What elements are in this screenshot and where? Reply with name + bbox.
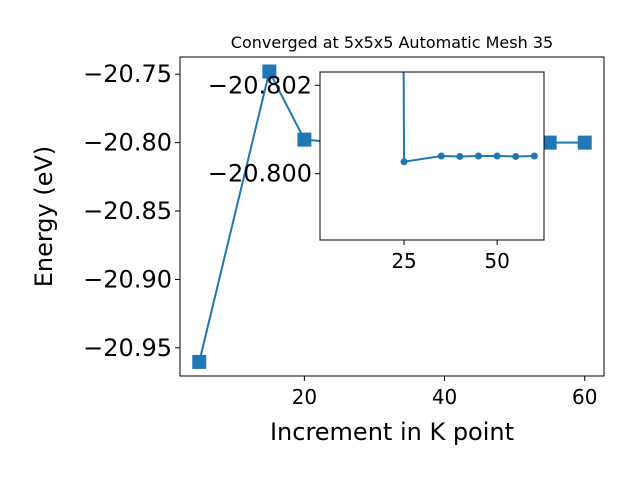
y-tick-label: −20.802	[208, 71, 312, 99]
chart-title: Converged at 5x5x5 Automatic Mesh 35	[231, 33, 553, 52]
axes-frame	[319, 71, 545, 241]
marker	[437, 152, 445, 160]
axes-frame	[179, 56, 605, 377]
marker	[512, 152, 520, 160]
x-tick-label: 20	[292, 385, 317, 409]
x-axis-label: Increment in K point	[270, 418, 514, 446]
x-tick-label: 40	[432, 385, 457, 409]
y-tick-label: −20.85	[83, 197, 172, 225]
marker	[400, 158, 408, 166]
marker	[192, 354, 207, 369]
marker	[542, 135, 557, 150]
y-tick-label: −20.800	[208, 160, 312, 188]
x-tick-label: 50	[484, 249, 509, 273]
y-tick-label: −20.95	[83, 334, 172, 362]
marker	[262, 64, 277, 79]
marker	[530, 152, 538, 160]
x-tick-label: 60	[572, 385, 597, 409]
marker	[297, 132, 312, 147]
marker	[493, 152, 501, 160]
y-tick-label: −20.90	[83, 265, 172, 293]
plot-area	[400, 72, 538, 166]
y-tick-label: −20.75	[83, 60, 172, 88]
marker	[474, 152, 482, 160]
y-axis-label: Energy (eV)	[30, 146, 58, 288]
marker	[456, 152, 464, 160]
marker	[577, 135, 592, 150]
y-tick-label: −20.80	[83, 129, 172, 157]
x-tick-label: 25	[391, 249, 416, 273]
